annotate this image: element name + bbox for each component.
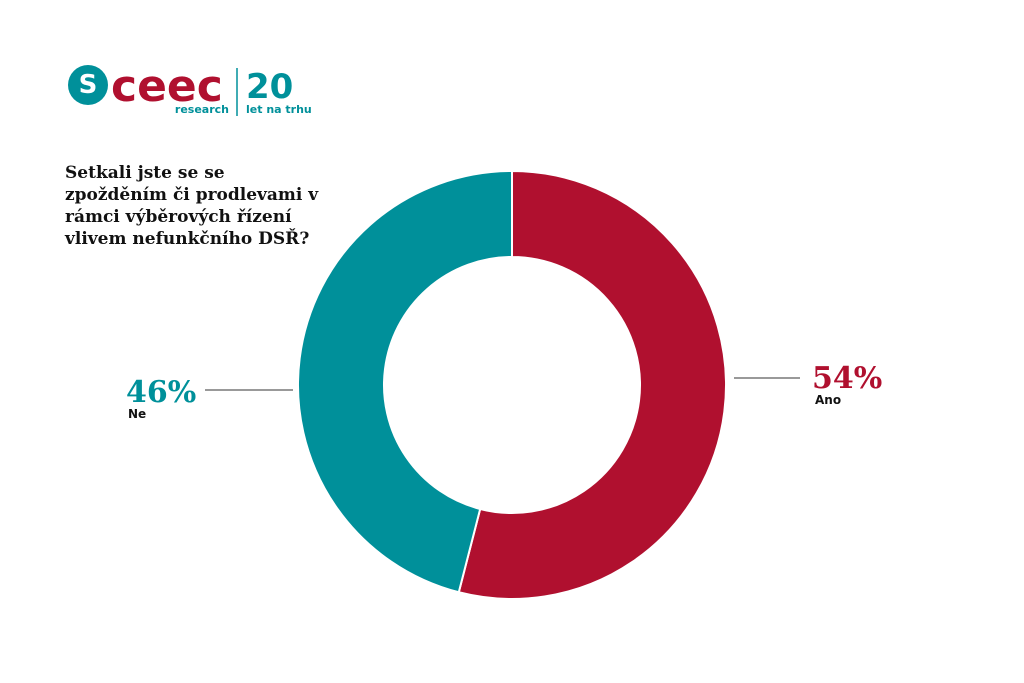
donut-slice (297, 169, 513, 594)
logo-brand: ceec (111, 61, 223, 112)
category-label: Ne (128, 407, 146, 421)
chart-title: Setkali jste se se zpožděním či prodleva… (65, 163, 319, 249)
value-label: 46% (126, 375, 196, 410)
logo-icon-letter: S (79, 70, 98, 100)
logo-years: 20 (246, 67, 293, 107)
logo-icon (68, 65, 108, 105)
logo-years-sub: let na trhu (246, 103, 312, 116)
donut-slice (457, 169, 727, 600)
value-label: 54% (812, 361, 882, 396)
category-label: Ano (815, 393, 841, 407)
logo-sub: research (175, 103, 229, 116)
